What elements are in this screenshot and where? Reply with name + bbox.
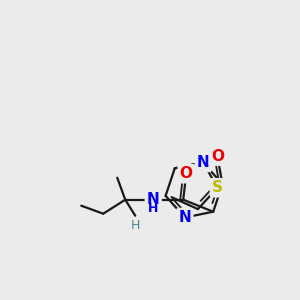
Text: N: N [178, 210, 191, 225]
Text: N: N [147, 192, 160, 207]
Text: O: O [180, 166, 193, 181]
Text: H: H [130, 219, 140, 232]
Text: O: O [211, 149, 224, 164]
Text: N: N [197, 155, 209, 170]
Text: H: H [148, 202, 158, 215]
Text: S: S [212, 180, 223, 195]
